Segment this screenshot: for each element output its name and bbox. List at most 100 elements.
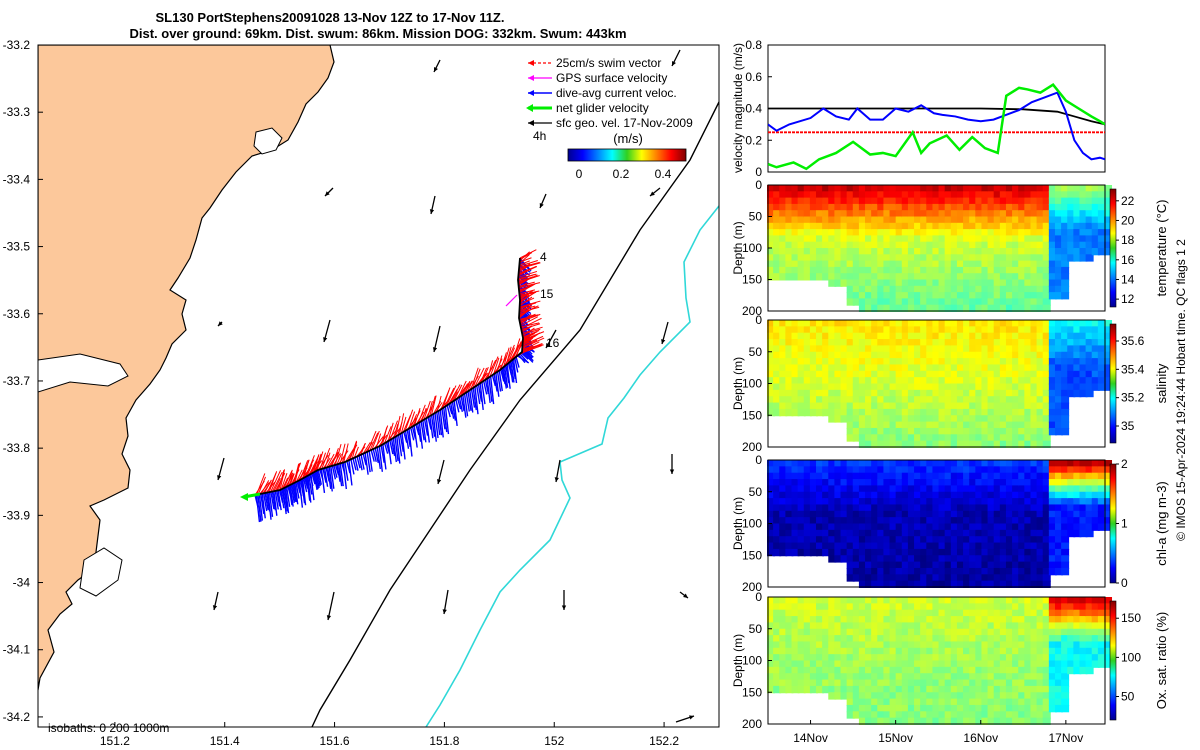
land: [38, 45, 335, 691]
depth-tick-label: 200: [742, 304, 762, 318]
colorbar-tick-label: 16: [1121, 253, 1135, 267]
map-x-tick-label: 151.4: [210, 734, 240, 748]
depth-tick-label: 50: [749, 345, 763, 359]
depth-axis-label: Depth (m): [731, 221, 745, 274]
map-y-tick-label: -33.3: [3, 105, 31, 119]
map-y-tick-label: -33.9: [3, 508, 31, 522]
speed-colorbar: [567, 148, 687, 162]
geo-velocity-arrow: [217, 457, 225, 481]
map-x-tick-label: 152: [544, 734, 564, 748]
time-tick-label: 15Nov: [878, 731, 913, 745]
section-cells: [767, 185, 1113, 312]
map-y-tick-label: -34: [13, 576, 31, 590]
section-temperature: 0 50 100 150 200 Depth (m) 12 14 16 18 20 22 tempera…: [731, 178, 1169, 318]
map-x-tick-label: 151.2: [100, 734, 130, 748]
velocity-y-tick-label: 0.6: [745, 70, 762, 84]
geo-velocity-arrow: [649, 187, 661, 197]
lake: [253, 127, 283, 155]
geo-velocity-arrow: [661, 321, 669, 345]
geo-velocity-arrow: [671, 49, 681, 67]
map-y-tick-label: -34.2: [3, 710, 31, 724]
glider-path: [254, 257, 524, 496]
geo-velocity-arrow: [679, 591, 689, 599]
svg-text:25cm/s swim vector: 25cm/s swim vector: [556, 56, 661, 70]
geo-velocity-arrow: [436, 459, 445, 485]
map-x-tick-label: 151.8: [429, 734, 459, 748]
section-cells: [767, 460, 1113, 588]
colorbar-tick-label: 100: [1121, 650, 1141, 664]
colorbar-tick-label: 20: [1121, 213, 1135, 227]
geo-velocity-arrow: [554, 459, 561, 483]
depth-tick-label: 100: [742, 377, 762, 391]
map-y-tick-label: -33.7: [3, 374, 31, 388]
geo-velocity-arrow: [432, 325, 441, 353]
depth-tick-label: 100: [742, 654, 762, 668]
depth-tick-label: 50: [749, 210, 763, 224]
velocity-series-line: [768, 91, 1105, 161]
legend-item: sfc geo. vel. 17-Nov-2009: [528, 116, 693, 130]
colorbar-tick-label: 2: [1121, 457, 1128, 471]
geo-velocity-arrow: [442, 589, 449, 615]
geo-velocity-arrow: [433, 59, 441, 73]
section-oxygen: 0 50 100 150 200 Depth (m) 50 100 150 Ox. sat. ra…: [731, 590, 1169, 731]
geostrophic-arrows: [212, 49, 695, 723]
geo-velocity-arrow: [324, 187, 334, 197]
depth-tick-label: 150: [742, 685, 762, 699]
credit-line: © IMOS 15-Apr-2024 19:24:44 Hobart time.…: [1174, 239, 1188, 541]
legend-item: net glider velocity: [526, 101, 649, 115]
section-chl-a: 0 50 100 150 200 Depth (m) 0 1 2 chl-a (mg m-3): [731, 453, 1169, 594]
section-colorbar: [1109, 323, 1117, 444]
colorbar-tick-label: 12: [1121, 292, 1135, 306]
section-cells: [767, 320, 1113, 448]
colorbar-tick-label: 35: [1121, 419, 1135, 433]
colorbar-tick-label: 150: [1121, 611, 1141, 625]
time-tick-label: 16Nov: [963, 731, 998, 745]
colorbar-label: Ox. sat. ratio (%): [1154, 612, 1169, 710]
colorbar-title: (m/s): [613, 131, 643, 146]
depth-tick-label: 200: [742, 580, 762, 594]
map-legend: 25cm/s swim vector GPS surface velocity …: [526, 56, 693, 181]
map-y-tick-label: -33.8: [3, 441, 31, 455]
map-y-tick-label: -34.1: [3, 643, 31, 657]
velocity-ylabel: velocity magnitude (m/s): [731, 43, 745, 173]
legend-4h: 4h: [533, 129, 546, 143]
colorbar-tick: 0.4: [655, 167, 672, 181]
map-y-tick-label: -33.2: [3, 38, 31, 52]
depth-axis-label: Depth (m): [731, 634, 745, 687]
time-tick-label: 14Nov: [793, 731, 828, 745]
velocity-y-tick-label: 0.4: [745, 102, 762, 116]
colorbar-label: temperature (°C): [1154, 200, 1169, 297]
section-cells: [767, 597, 1113, 725]
geo-velocity-arrow: [323, 319, 331, 343]
title-line2: Dist. over ground: 69km. Dist. swum: 86k…: [129, 26, 626, 41]
net-velocity-arrowhead: [240, 493, 248, 501]
velocity-series-line: [768, 107, 1105, 126]
time-axis: 14Nov 15Nov 16Nov 17Nov: [793, 720, 1083, 745]
time-tick-label: 17Nov: [1049, 731, 1084, 745]
isobath-200: [311, 101, 719, 727]
geo-velocity-arrow: [675, 715, 695, 723]
depth-tick-label: 150: [742, 408, 762, 422]
legend-item: 25cm/s swim vector: [528, 56, 661, 70]
geo-velocity-arrow: [669, 454, 675, 474]
geo-velocity-arrow: [561, 590, 567, 610]
colorbar-tick-label: 14: [1121, 272, 1135, 286]
map-frame: [37, 44, 720, 728]
map-x-tick-label: 151.6: [320, 734, 350, 748]
velocity-y-ticks: 0 0.2 0.4 0.6 0.8: [745, 38, 772, 179]
map-panel: -33.2 -33.3 -33.4 -33.5 -33.6 -33.7 -33.8 -33.9…: [3, 38, 720, 748]
velocity-y-tick-label: 0: [755, 165, 762, 179]
depth-tick-label: 0: [755, 313, 762, 327]
map-y-ticks: -33.2 -33.3 -33.4 -33.5 -33.6 -33.7 -33.8 -33.9…: [3, 38, 43, 724]
map-y-tick-label: -33.5: [3, 240, 31, 254]
colorbar-label: chl-a (mg m-3): [1154, 481, 1169, 566]
velocity-series: [768, 83, 1105, 171]
colorbar-tick-label: 35.2: [1121, 391, 1145, 405]
velocity-y-tick-label: 0.2: [745, 133, 762, 147]
depth-tick-label: 150: [742, 548, 762, 562]
track-label: 15: [540, 287, 554, 301]
bay: [79, 547, 123, 597]
velocity-y-tick-label: 0.8: [745, 38, 762, 52]
